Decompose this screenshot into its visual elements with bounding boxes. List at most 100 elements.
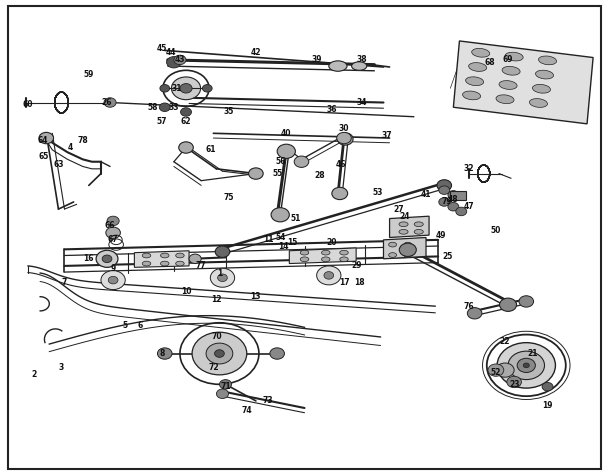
- Circle shape: [271, 208, 289, 222]
- Circle shape: [523, 363, 529, 368]
- Text: 31: 31: [172, 84, 182, 93]
- Text: 22: 22: [500, 337, 510, 346]
- Circle shape: [216, 389, 228, 399]
- Text: 52: 52: [491, 368, 501, 377]
- Ellipse shape: [389, 242, 396, 247]
- Text: 72: 72: [208, 363, 219, 372]
- Circle shape: [277, 144, 295, 158]
- Text: 57: 57: [157, 117, 167, 126]
- Ellipse shape: [161, 253, 169, 258]
- Circle shape: [160, 85, 170, 92]
- Circle shape: [180, 108, 191, 116]
- Bar: [450, 191, 465, 200]
- Text: 37: 37: [381, 131, 392, 140]
- Circle shape: [542, 382, 553, 391]
- Text: 36: 36: [326, 105, 337, 114]
- Ellipse shape: [472, 48, 490, 57]
- Text: 56: 56: [275, 157, 286, 166]
- Ellipse shape: [175, 253, 184, 258]
- Polygon shape: [384, 238, 426, 259]
- Circle shape: [294, 156, 309, 167]
- Text: 24: 24: [400, 212, 410, 221]
- Text: 59: 59: [83, 70, 94, 78]
- Text: 13: 13: [251, 292, 261, 301]
- Text: 55: 55: [272, 169, 283, 178]
- Text: 42: 42: [251, 48, 261, 57]
- Text: 1: 1: [217, 268, 222, 277]
- Text: 78: 78: [77, 136, 88, 145]
- Text: 18: 18: [354, 278, 365, 287]
- Text: 3: 3: [59, 363, 64, 372]
- Circle shape: [448, 202, 459, 211]
- Circle shape: [270, 348, 284, 359]
- Text: 61: 61: [205, 145, 216, 154]
- Ellipse shape: [300, 257, 309, 262]
- Text: 26: 26: [102, 98, 112, 107]
- Text: 10: 10: [181, 287, 191, 296]
- Circle shape: [214, 350, 224, 357]
- Text: 14: 14: [278, 242, 289, 251]
- Ellipse shape: [322, 257, 330, 262]
- Circle shape: [101, 271, 125, 290]
- Ellipse shape: [300, 250, 309, 255]
- Text: 45: 45: [157, 44, 167, 53]
- Ellipse shape: [535, 70, 554, 79]
- Text: 29: 29: [351, 261, 361, 270]
- Ellipse shape: [404, 242, 412, 247]
- Circle shape: [400, 243, 417, 256]
- Ellipse shape: [351, 62, 367, 70]
- Circle shape: [210, 268, 234, 287]
- Circle shape: [174, 55, 186, 65]
- Text: 44: 44: [166, 48, 176, 57]
- Text: 48: 48: [448, 195, 459, 204]
- Text: 17: 17: [339, 278, 350, 287]
- Circle shape: [219, 380, 231, 389]
- Text: 32: 32: [463, 164, 474, 173]
- Circle shape: [206, 343, 233, 364]
- Ellipse shape: [175, 261, 184, 266]
- Circle shape: [215, 246, 230, 257]
- Text: 41: 41: [421, 190, 431, 200]
- Ellipse shape: [532, 85, 551, 93]
- Text: 34: 34: [357, 98, 367, 107]
- Circle shape: [104, 98, 116, 107]
- Ellipse shape: [505, 52, 523, 61]
- Text: 21: 21: [527, 349, 538, 358]
- Text: 9: 9: [110, 264, 116, 273]
- Text: 67: 67: [108, 236, 118, 244]
- Text: 43: 43: [175, 56, 185, 65]
- Text: 53: 53: [372, 188, 382, 197]
- Circle shape: [317, 266, 341, 285]
- Circle shape: [508, 351, 544, 380]
- Text: 76: 76: [463, 302, 474, 311]
- Text: 6: 6: [138, 321, 143, 330]
- Text: 58: 58: [147, 103, 158, 112]
- Text: 12: 12: [211, 294, 222, 304]
- Circle shape: [438, 186, 449, 194]
- Circle shape: [108, 276, 118, 284]
- Circle shape: [507, 376, 521, 388]
- Text: 51: 51: [290, 214, 301, 223]
- Circle shape: [519, 296, 533, 307]
- Text: 65: 65: [38, 152, 48, 162]
- Ellipse shape: [340, 250, 348, 255]
- Text: 66: 66: [105, 221, 115, 230]
- Ellipse shape: [404, 253, 412, 257]
- Text: 20: 20: [326, 238, 337, 247]
- Ellipse shape: [143, 253, 151, 258]
- Circle shape: [171, 77, 200, 100]
- Circle shape: [189, 254, 201, 264]
- Ellipse shape: [389, 253, 396, 257]
- Text: 38: 38: [357, 56, 368, 65]
- Circle shape: [437, 180, 451, 191]
- Ellipse shape: [399, 229, 408, 234]
- Text: 25: 25: [442, 252, 452, 261]
- Text: 27: 27: [393, 205, 404, 214]
- Text: 28: 28: [314, 171, 325, 180]
- Ellipse shape: [466, 77, 484, 86]
- Circle shape: [202, 85, 212, 92]
- Circle shape: [456, 207, 466, 216]
- Ellipse shape: [414, 222, 423, 227]
- Ellipse shape: [329, 61, 347, 71]
- Text: 77: 77: [196, 261, 206, 270]
